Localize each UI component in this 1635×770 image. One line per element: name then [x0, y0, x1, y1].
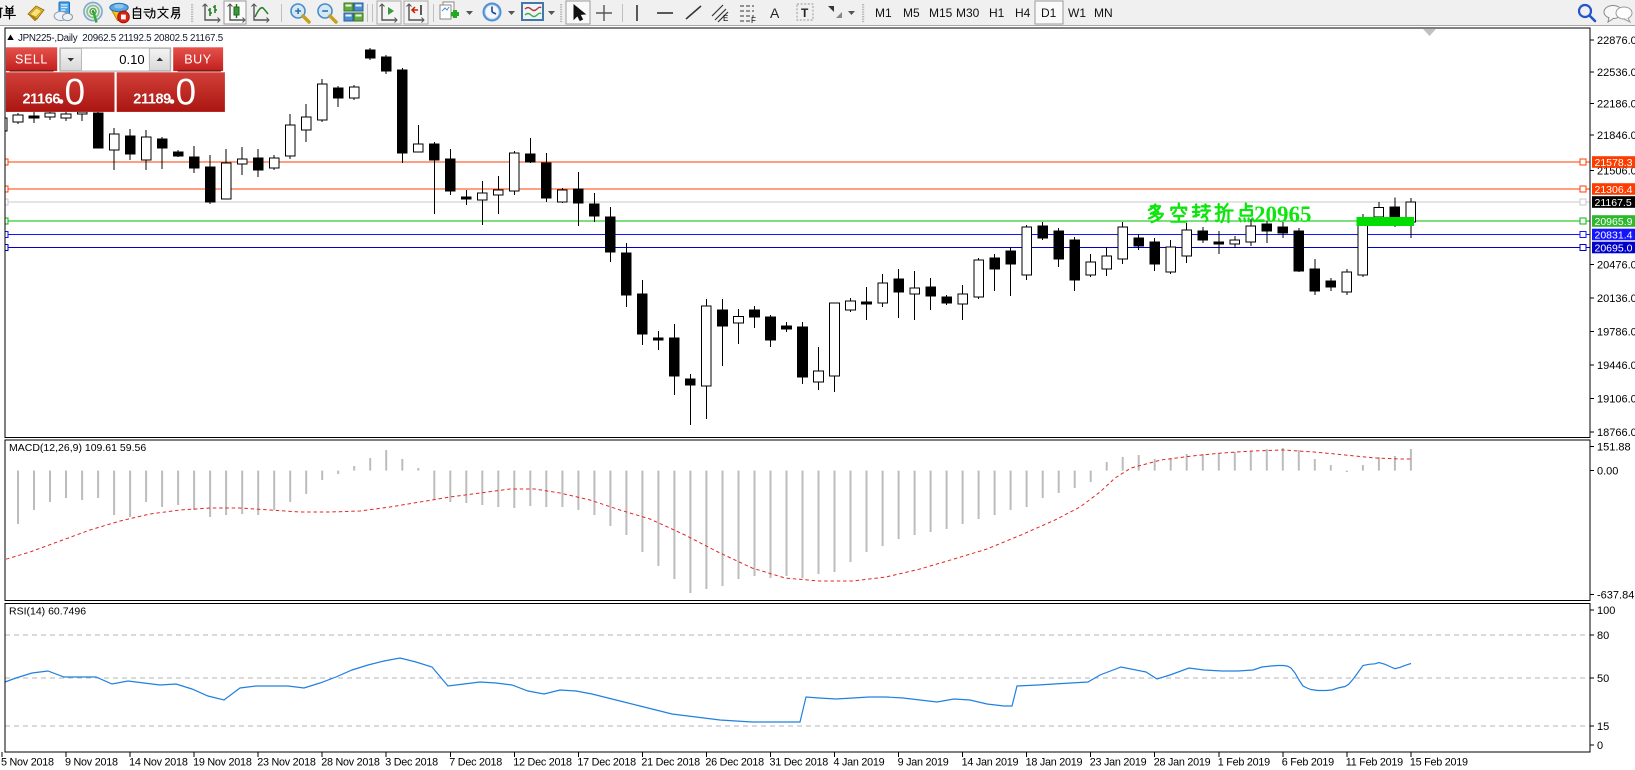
svg-text:19106.0: 19106.0 [1597, 394, 1635, 406]
svg-text:50: 50 [1597, 673, 1609, 685]
svg-text:9 Nov 2018: 9 Nov 2018 [65, 757, 118, 769]
svg-text:22536.0: 22536.0 [1597, 67, 1635, 79]
svg-text:MACD(12,26,9) 109.61 59.56: MACD(12,26,9) 109.61 59.56 [9, 442, 146, 454]
svg-text:RSI(14) 60.7496: RSI(14) 60.7496 [9, 606, 86, 618]
svg-text:20695.0: 20695.0 [1595, 243, 1633, 255]
svg-text:5 Nov 2018: 5 Nov 2018 [1, 757, 54, 769]
svg-text:-637.84: -637.84 [1597, 590, 1634, 602]
svg-text:17 Dec 2018: 17 Dec 2018 [577, 757, 636, 769]
svg-text:80: 80 [1597, 630, 1609, 642]
svg-text:H4: H4 [1015, 6, 1031, 20]
svg-text:20965: 20965 [1254, 202, 1312, 227]
svg-text:W1: W1 [1068, 6, 1086, 20]
svg-text:4 Jan 2019: 4 Jan 2019 [834, 757, 885, 769]
svg-text:21189: 21189 [133, 91, 171, 107]
svg-text:JPN225-,Daily 20962.5 21192.5: JPN225-,Daily 20962.5 21192.5 20802.5 21… [18, 33, 224, 44]
svg-text:F: F [751, 16, 756, 25]
svg-text:0.00: 0.00 [1597, 466, 1618, 478]
svg-text:31 Dec 2018: 31 Dec 2018 [770, 757, 829, 769]
svg-text:21506.0: 21506.0 [1597, 166, 1635, 178]
svg-text:21306.4: 21306.4 [1595, 184, 1633, 196]
svg-text:D1: D1 [1041, 6, 1057, 20]
svg-text:26 Dec 2018: 26 Dec 2018 [705, 757, 764, 769]
svg-text:E: E [723, 14, 728, 23]
svg-text:MN: MN [1094, 6, 1113, 20]
svg-text:0: 0 [176, 72, 197, 113]
svg-text:18766.0: 18766.0 [1597, 427, 1635, 439]
svg-text:21167.5: 21167.5 [1595, 197, 1632, 209]
svg-text:151.88: 151.88 [1597, 442, 1631, 454]
svg-text:0.10: 0.10 [119, 52, 144, 67]
svg-text:3 Dec 2018: 3 Dec 2018 [385, 757, 438, 769]
svg-text:T: T [801, 6, 809, 20]
svg-text:21 Dec 2018: 21 Dec 2018 [641, 757, 700, 769]
svg-text:20831.4: 20831.4 [1595, 230, 1633, 242]
svg-text:SELL: SELL [15, 53, 48, 67]
svg-text:15 Feb 2019: 15 Feb 2019 [1410, 757, 1468, 769]
svg-text:100: 100 [1597, 605, 1615, 617]
svg-text:19786.0: 19786.0 [1597, 327, 1635, 339]
svg-text:14 Nov 2018: 14 Nov 2018 [129, 757, 188, 769]
svg-text:H1: H1 [989, 6, 1005, 20]
svg-text:22186.0: 22186.0 [1597, 99, 1635, 111]
svg-text:1 Feb 2019: 1 Feb 2019 [1218, 757, 1270, 769]
svg-text:6 Feb 2019: 6 Feb 2019 [1282, 757, 1334, 769]
svg-text:28 Nov 2018: 28 Nov 2018 [321, 757, 380, 769]
svg-text:14 Jan 2019: 14 Jan 2019 [962, 757, 1019, 769]
svg-text:7 Dec 2018: 7 Dec 2018 [449, 757, 502, 769]
svg-text:20476.0: 20476.0 [1597, 260, 1635, 272]
svg-text:M30: M30 [956, 6, 980, 20]
svg-text:0: 0 [1597, 740, 1603, 752]
svg-text:A: A [770, 5, 780, 21]
svg-text:M5: M5 [903, 6, 920, 20]
svg-text:20965.9: 20965.9 [1595, 216, 1633, 228]
svg-text:23 Nov 2018: 23 Nov 2018 [257, 757, 316, 769]
svg-text:15: 15 [1597, 721, 1609, 733]
svg-text:12 Dec 2018: 12 Dec 2018 [513, 757, 572, 769]
svg-text:9 Jan 2019: 9 Jan 2019 [898, 757, 949, 769]
svg-text:22876.0: 22876.0 [1597, 35, 1635, 47]
svg-text:0: 0 [65, 72, 86, 113]
svg-text:18 Jan 2019: 18 Jan 2019 [1026, 757, 1083, 769]
svg-text:21166: 21166 [23, 91, 61, 107]
svg-text:23 Jan 2019: 23 Jan 2019 [1090, 757, 1147, 769]
svg-text:M1: M1 [875, 6, 892, 20]
svg-text:21846.0: 21846.0 [1597, 130, 1635, 142]
svg-text:11 Feb 2019: 11 Feb 2019 [1346, 757, 1403, 769]
svg-text:19446.0: 19446.0 [1597, 360, 1635, 372]
svg-text:M15: M15 [929, 6, 953, 20]
svg-text:19 Nov 2018: 19 Nov 2018 [193, 757, 252, 769]
svg-text:BUY: BUY [184, 53, 212, 67]
svg-text:21578.3: 21578.3 [1595, 157, 1633, 169]
svg-text:20136.0: 20136.0 [1597, 293, 1635, 305]
svg-text:28 Jan 2019: 28 Jan 2019 [1154, 757, 1211, 769]
